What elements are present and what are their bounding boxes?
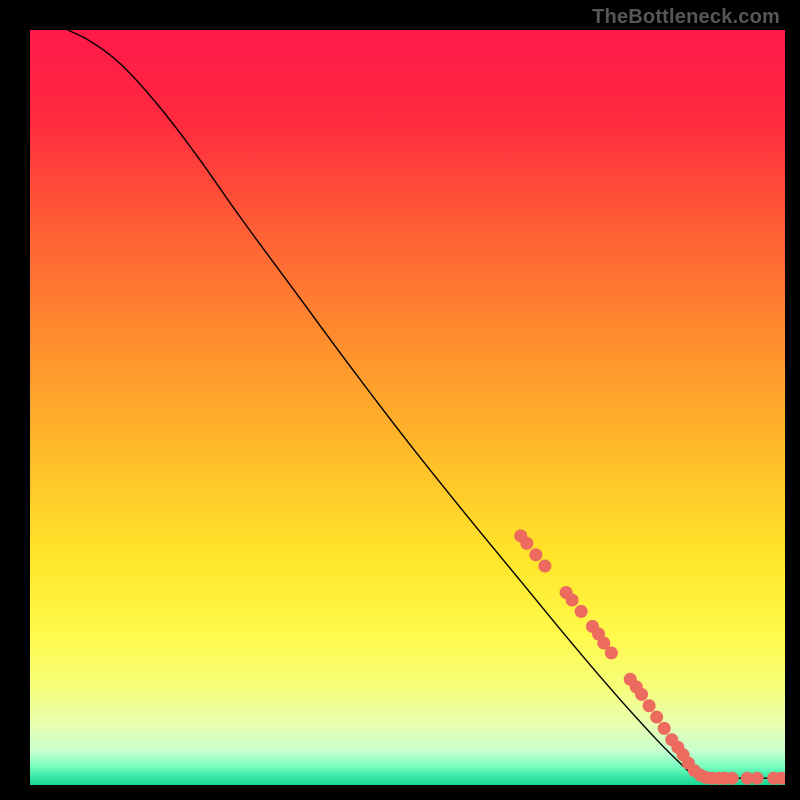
chart-container: TheBottleneck.com (0, 0, 800, 800)
marker-point (575, 605, 588, 618)
chart-svg (30, 30, 785, 785)
marker-point (751, 772, 764, 785)
marker-point (726, 772, 739, 785)
marker-point (658, 722, 671, 735)
marker-point (538, 560, 551, 573)
marker-point (605, 646, 618, 659)
watermark-text: TheBottleneck.com (592, 6, 780, 29)
plot-area (30, 30, 785, 785)
marker-point (566, 594, 579, 607)
marker-point (650, 711, 663, 724)
gradient-background (30, 30, 785, 785)
marker-point (635, 688, 648, 701)
marker-point (520, 537, 533, 550)
marker-point (643, 699, 656, 712)
marker-point (529, 548, 542, 561)
